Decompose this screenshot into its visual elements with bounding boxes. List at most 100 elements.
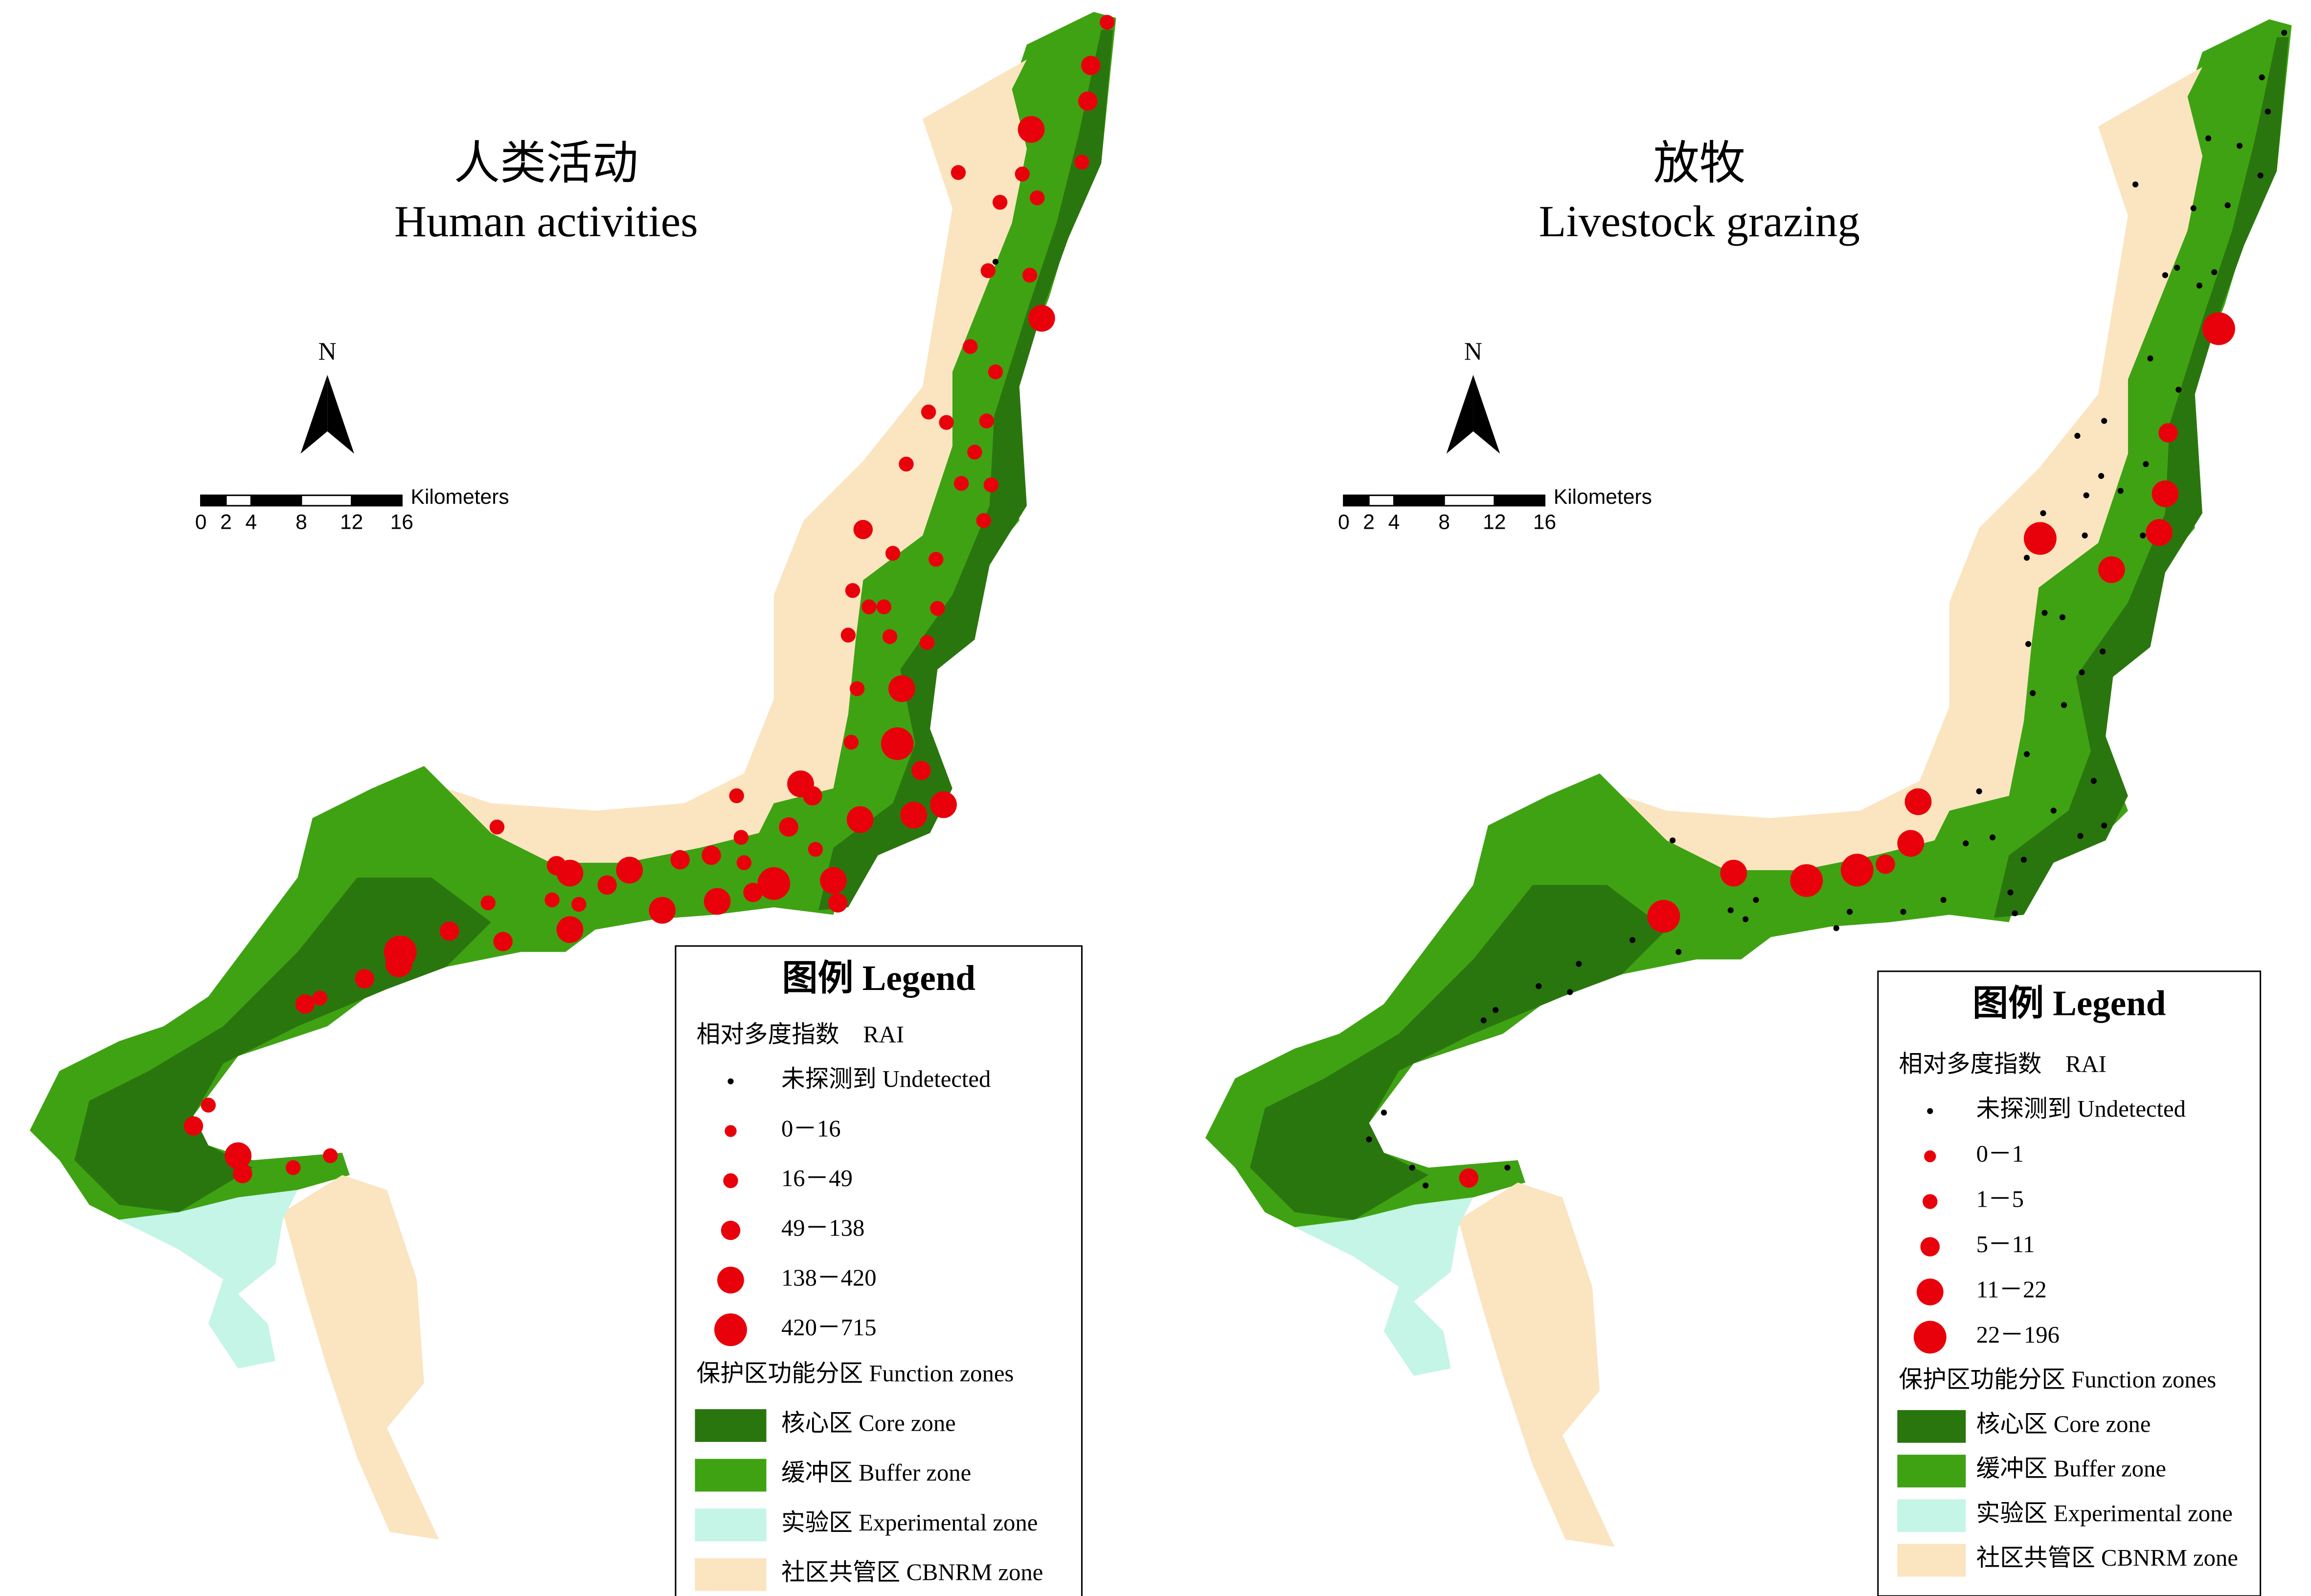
rai-point [861, 599, 877, 614]
rai-point [2158, 423, 2178, 443]
legend-dot [1916, 1279, 1944, 1305]
undetected-point [2012, 910, 2018, 917]
undetected-point [1567, 989, 1573, 995]
rai-point [729, 788, 744, 804]
rai-point [980, 263, 996, 278]
legend-dot [725, 1125, 737, 1137]
scale-unit: Kilometers [411, 485, 509, 509]
legend-swatch [695, 1409, 767, 1442]
undetected-point [2101, 822, 2107, 829]
rai-point [900, 802, 928, 829]
rai-point [843, 735, 859, 750]
rai-point [1081, 56, 1101, 75]
legend-zone-label: 社区共管区 CBNRM zone [1976, 1545, 2238, 1571]
legend-title: 图例 Legend [1972, 984, 2166, 1023]
rai-point [556, 916, 584, 943]
legend-class-label: 0－1 [1976, 1141, 2024, 1167]
scale-tick-label: 12 [340, 511, 363, 534]
scale-tick-label: 8 [1438, 511, 1450, 534]
rai-point [2202, 312, 2235, 345]
scale-unit: Kilometers [1554, 485, 1652, 509]
undetected-point [1669, 837, 1676, 844]
scale-tick-label: 4 [1388, 511, 1400, 534]
legend-zone-label: 缓冲区 Buffer zone [781, 1460, 971, 1486]
scale-tick-label: 0 [195, 511, 207, 534]
scale-tick-label: 12 [1483, 511, 1506, 534]
rai-point [1029, 190, 1045, 205]
legend-dot [723, 1173, 738, 1189]
legend-swatch [1897, 1544, 1966, 1577]
undetected-point [1753, 897, 1759, 903]
rai-point [951, 165, 966, 180]
buffer-zone [1205, 19, 2292, 1235]
rai-point [1028, 305, 1055, 332]
core-zone [1994, 37, 2289, 918]
legend-undetected-dot [727, 1078, 734, 1084]
rai-point [1074, 155, 1089, 170]
rai-point [979, 413, 994, 428]
undetected-point [2007, 889, 2014, 896]
rai-point [779, 817, 798, 837]
undetected-point [2265, 108, 2271, 115]
undetected-point [2100, 648, 2106, 655]
cbnrm-zone [282, 1175, 439, 1540]
legend-class-label: 5－11 [1976, 1231, 2035, 1258]
undetected-point [2132, 181, 2139, 188]
undetected-point [2023, 555, 2030, 561]
undetected-point [1409, 1165, 1415, 1171]
legend-heading: 保护区功能分区 Function zones [1899, 1366, 2216, 1393]
undetected-point [2030, 690, 2036, 697]
rai-point [820, 867, 847, 894]
rai-point [385, 950, 412, 977]
rai-point [1022, 268, 1038, 283]
undetected-point [2061, 702, 2067, 708]
undetected-point [2077, 832, 2084, 839]
scale-segment [1494, 495, 1545, 506]
undetected-point [2211, 269, 2218, 275]
rai-point [323, 1148, 338, 1164]
rai-point [992, 195, 1008, 210]
rai-point [983, 477, 999, 493]
rai-point [881, 727, 914, 760]
rai-point [183, 1116, 204, 1136]
rai-point [899, 456, 914, 472]
rai-point [919, 635, 935, 650]
rai-point [225, 1142, 252, 1169]
legend-zone-label: 核心区 Core zone [781, 1410, 956, 1437]
undetected-point [2050, 808, 2057, 814]
scale-tick-label: 16 [390, 511, 413, 534]
legend-class-label: 11－22 [1976, 1277, 2047, 1303]
core-zone [818, 29, 1113, 911]
scale-tick-label: 16 [1533, 511, 1556, 534]
legend-zone-label: 核心区 Core zone [1976, 1411, 2151, 1438]
undetected-point [2059, 614, 2066, 621]
north-arrow [1446, 375, 1473, 454]
rai-point [597, 875, 617, 895]
rai-point [2146, 519, 2173, 546]
north-arrow [1473, 375, 1500, 454]
legend-dot [714, 1313, 748, 1347]
undetected-point [1727, 907, 1734, 914]
rai-point [201, 1098, 216, 1113]
undetected-point [1366, 1136, 1372, 1143]
rai-point [544, 892, 560, 908]
rai-point [233, 1164, 252, 1184]
legend-dot [721, 1220, 741, 1240]
undetected-point [2224, 202, 2231, 208]
legend-class-label: 1－5 [1976, 1186, 2024, 1213]
rai-point [736, 855, 752, 870]
rai-point [967, 445, 982, 460]
rai-point [733, 830, 749, 845]
scale-tick-label: 4 [245, 511, 257, 534]
undetected-point [1846, 909, 1853, 915]
undetected-point [2023, 751, 2030, 757]
rai-point [911, 761, 931, 781]
scale-segment [251, 495, 301, 506]
rai-point [888, 675, 915, 702]
legend-class-label: 420－715 [781, 1314, 877, 1341]
rai-point [1840, 854, 1874, 887]
map-title-en: Livestock grazing [1539, 197, 1860, 246]
experimental-zone [1294, 1197, 1473, 1376]
rai-point [355, 969, 375, 989]
